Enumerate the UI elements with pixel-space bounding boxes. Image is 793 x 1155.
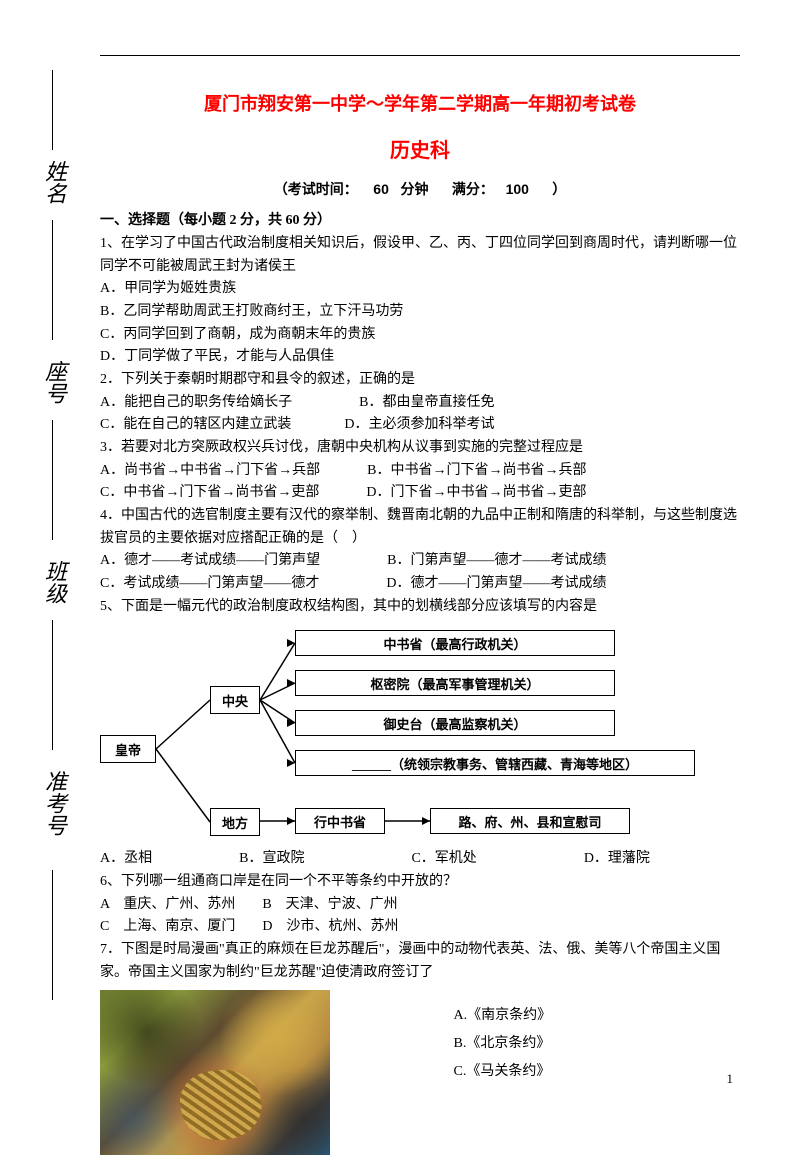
side-label-examno: 准考号 — [38, 770, 70, 836]
q3-C: C．中书省→门下省→尚书省→吏部 — [100, 485, 319, 500]
info-prefix: （考试时间： — [274, 181, 358, 197]
score-label: 满分： — [452, 181, 494, 197]
political-cartoon-image — [100, 990, 330, 1155]
exam-info: （考试时间： 60 分钟 满分： 100 ） — [100, 179, 740, 199]
q7-B: B.《北京条约》 — [454, 1030, 552, 1058]
q2-C: C．能在自己的辖区内建立武装 — [100, 417, 291, 432]
q2-D: D．主必须参加科举考试 — [344, 417, 494, 432]
page-content: 厦门市翔安第一中学～学年第二学期高一年期初考试卷 历史科 （考试时间： 60 分… — [100, 90, 740, 1155]
margin-line — [52, 420, 53, 540]
side-label-name: 姓名 — [38, 160, 70, 204]
info-close: ） — [552, 181, 566, 197]
q6-C: C 上海、南京、厦门 — [100, 919, 235, 934]
q4-D: D．德才——门第声望——考试成绩 — [386, 576, 606, 591]
q5-stem: 5、下面是一幅元代的政治制度政权结构图，其中的划横线部分应该填写的内容是 — [100, 596, 740, 619]
q2-B: B．都由皇帝直接任免 — [359, 395, 494, 410]
q2-A: A．能把自己的职务传给嫡长子 — [100, 395, 292, 410]
q6-row2: C 上海、南京、厦门 D 沙市、杭州、苏州 — [100, 916, 740, 939]
q5-C: C．军机处 — [411, 851, 476, 866]
q4-row2: C．考试成绩——门第声望——德才 D．德才——门第声望——考试成绩 — [100, 573, 740, 596]
q4-B: B．门第声望——德才——考试成绩 — [387, 553, 606, 568]
side-label-class: 班级 — [38, 560, 70, 604]
margin-line — [52, 620, 53, 750]
exam-time: 60 — [373, 181, 389, 197]
q2-stem: 2．下列关于秦朝时期郡守和县令的叙述，正确的是 — [100, 369, 740, 392]
node-blank: ______（统领宗教事务、管辖西藏、青海等地区） — [295, 750, 695, 776]
q6-row1: A 重庆、广州、苏州 B 天津、宁波、广州 — [100, 894, 740, 917]
page-number: 1 — [727, 1071, 734, 1087]
q5-A: A．丞相 — [100, 851, 152, 866]
q3-row1: A．尚书省→中书省→门下省→兵部 B．中书省→门下省→尚书省→兵部 — [100, 460, 740, 483]
q2-row2: C．能在自己的辖区内建立武装 D．主必须参加科举考试 — [100, 414, 740, 437]
exam-subject: 历史科 — [100, 134, 740, 163]
q1-D: D．丁同学做了平民，才能与人品俱佳 — [100, 346, 740, 369]
node-lufu: 路、府、州、县和宣慰司 — [430, 808, 630, 834]
q7-stem: 7．下图是时局漫画"真正的麻烦在巨龙苏醒后"，漫画中的动物代表英、法、俄、美等八… — [100, 939, 740, 984]
score-value: 100 — [506, 181, 529, 197]
q5-row: A．丞相 B．宣政院 C．军机处 D．理藩院 — [100, 848, 740, 871]
yuan-structure-diagram: 皇帝 中央 地方 中书省（最高行政机关） 枢密院（最高军事管理机关） 御史台（最… — [100, 630, 710, 840]
q6-A: A 重庆、广州、苏州 — [100, 897, 235, 912]
q4-A: A．德才——考试成绩——门第声望 — [100, 553, 320, 568]
q1-C: C．丙同学回到了商朝，成为商朝末年的贵族 — [100, 324, 740, 347]
top-rule-line — [100, 55, 740, 56]
margin-line — [52, 870, 53, 1000]
margin-line — [52, 70, 53, 150]
node-zhongshu: 中书省（最高行政机关） — [295, 630, 615, 656]
margin-line — [52, 220, 53, 340]
binding-margin: 姓名 座号 班级 准考号 — [20, 70, 80, 1070]
q6-D: D 沙市、杭州、苏州 — [262, 919, 398, 934]
q1-B: B．乙同学帮助周武王打败商纣王，立下汗马功劳 — [100, 301, 740, 324]
node-shumiyuan: 枢密院（最高军事管理机关） — [295, 670, 615, 696]
q3-stem: 3．若要对北方突厥政权兴兵讨伐，唐朝中央机构从议事到实施的完整过程应是 — [100, 437, 740, 460]
q7-row: A.《南京条约》 B.《北京条约》 C.《马关条约》 — [100, 984, 740, 1155]
q5-B: B．宣政院 — [239, 851, 304, 866]
node-yushitai: 御史台（最高监察机关） — [295, 710, 615, 736]
q4-stem: 4．中国古代的选官制度主要有汉代的察举制、魏晋南北朝的九品中正制和隋唐的科举制，… — [100, 505, 740, 550]
q7-options: A.《南京条约》 B.《北京条约》 C.《马关条约》 — [454, 1002, 552, 1086]
q3-A: A．尚书省→中书省→门下省→兵部 — [100, 463, 320, 478]
q3-D: D．门下省→中书省→尚书省→吏部 — [366, 485, 586, 500]
node-local: 地方 — [210, 808, 260, 836]
q7-A: A.《南京条约》 — [454, 1002, 552, 1030]
q1-A: A．甲同学为姬姓贵族 — [100, 278, 740, 301]
q2-row1: A．能把自己的职务传给嫡长子 B．都由皇帝直接任免 — [100, 392, 740, 415]
q5-D: D．理藩院 — [584, 851, 650, 866]
q6-B: B 天津、宁波、广州 — [262, 897, 397, 912]
q7-C: C.《马关条约》 — [454, 1058, 552, 1086]
q1-stem: 1、在学习了中国古代政治制度相关知识后，假设甲、乙、丙、丁四位同学回到商周时代，… — [100, 233, 740, 278]
node-emperor: 皇帝 — [100, 735, 156, 763]
section-heading: 一、选择题（每小题 2 分，共 60 分） — [100, 209, 740, 229]
exam-title: 厦门市翔安第一中学～学年第二学期高一年期初考试卷 — [100, 90, 740, 116]
node-xingzhongshu: 行中书省 — [295, 808, 385, 834]
side-label-seat: 座号 — [38, 360, 70, 404]
q4-row1: A．德才——考试成绩——门第声望 B．门第声望——德才——考试成绩 — [100, 550, 740, 573]
q6-stem: 6、下列哪一组通商口岸是在同一个不平等条约中开放的？ — [100, 871, 740, 894]
q3-row2: C．中书省→门下省→尚书省→吏部 D．门下省→中书省→尚书省→吏部 — [100, 482, 740, 505]
node-central: 中央 — [210, 686, 260, 714]
exam-time-unit: 分钟 — [401, 181, 429, 197]
q3-B: B．中书省→门下省→尚书省→兵部 — [367, 463, 586, 478]
q4-C: C．考试成绩——门第声望——德才 — [100, 576, 319, 591]
